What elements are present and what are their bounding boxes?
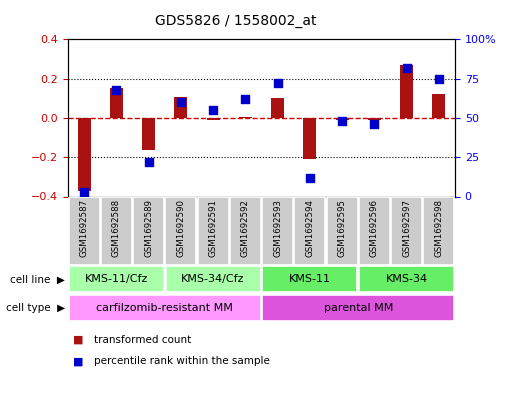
Text: GSM1692588: GSM1692588	[112, 199, 121, 257]
Bar	[294, 196, 325, 265]
Text: GSM1692592: GSM1692592	[241, 199, 250, 257]
Bar	[262, 196, 293, 265]
Point	[177, 99, 185, 105]
Bar	[391, 196, 422, 265]
Text: ■: ■	[73, 334, 84, 345]
Text: GSM1692595: GSM1692595	[338, 199, 347, 257]
Text: GSM1692591: GSM1692591	[209, 199, 218, 257]
Text: GSM1692593: GSM1692593	[273, 199, 282, 257]
Text: cell type  ▶: cell type ▶	[6, 303, 65, 313]
Text: ■: ■	[73, 356, 84, 366]
Bar	[303, 118, 316, 159]
Text: GSM1692596: GSM1692596	[370, 199, 379, 257]
Bar	[433, 94, 445, 118]
Bar	[69, 295, 260, 321]
Bar	[69, 266, 164, 292]
Point	[338, 118, 346, 124]
Bar	[165, 196, 196, 265]
Point	[305, 174, 314, 181]
Bar	[230, 196, 261, 265]
Text: KMS-11/Cfz: KMS-11/Cfz	[85, 274, 148, 285]
Text: GSM1692589: GSM1692589	[144, 199, 153, 257]
Bar	[424, 196, 454, 265]
Point	[403, 64, 411, 71]
Bar	[359, 196, 390, 265]
Point	[144, 159, 153, 165]
Text: KMS-34: KMS-34	[385, 274, 428, 285]
Point	[370, 121, 379, 127]
Text: GSM1692594: GSM1692594	[305, 199, 314, 257]
Text: KMS-34/Cfz: KMS-34/Cfz	[181, 274, 245, 285]
Text: cell line  ▶: cell line ▶	[10, 274, 65, 285]
Bar	[239, 117, 252, 118]
Bar	[400, 65, 413, 118]
Bar	[166, 266, 260, 292]
Text: GSM1692598: GSM1692598	[435, 199, 444, 257]
Bar	[198, 196, 229, 265]
Text: GSM1692597: GSM1692597	[402, 199, 411, 257]
Bar	[207, 118, 220, 120]
Point	[209, 107, 218, 113]
Text: GSM1692590: GSM1692590	[176, 199, 185, 257]
Bar	[69, 196, 99, 265]
Bar	[78, 118, 90, 191]
Bar	[271, 98, 284, 118]
Text: percentile rank within the sample: percentile rank within the sample	[94, 356, 270, 366]
Text: GSM1692587: GSM1692587	[79, 199, 88, 257]
Text: transformed count: transformed count	[94, 334, 191, 345]
Bar	[101, 196, 132, 265]
Text: carfilzomib-resistant MM: carfilzomib-resistant MM	[96, 303, 233, 313]
Point	[241, 96, 249, 102]
Bar	[133, 196, 164, 265]
Point	[112, 86, 120, 93]
Text: parental MM: parental MM	[324, 303, 393, 313]
Bar	[368, 118, 381, 120]
Bar	[359, 266, 454, 292]
Bar	[263, 266, 357, 292]
Point	[435, 75, 443, 82]
Bar	[263, 295, 454, 321]
Point	[80, 189, 88, 195]
Bar	[142, 118, 155, 150]
Text: GDS5826 / 1558002_at: GDS5826 / 1558002_at	[155, 14, 316, 28]
Bar	[110, 88, 123, 118]
Bar	[327, 196, 358, 265]
Text: KMS-11: KMS-11	[289, 274, 331, 285]
Bar	[175, 97, 187, 118]
Point	[274, 80, 282, 86]
Bar	[336, 118, 348, 120]
